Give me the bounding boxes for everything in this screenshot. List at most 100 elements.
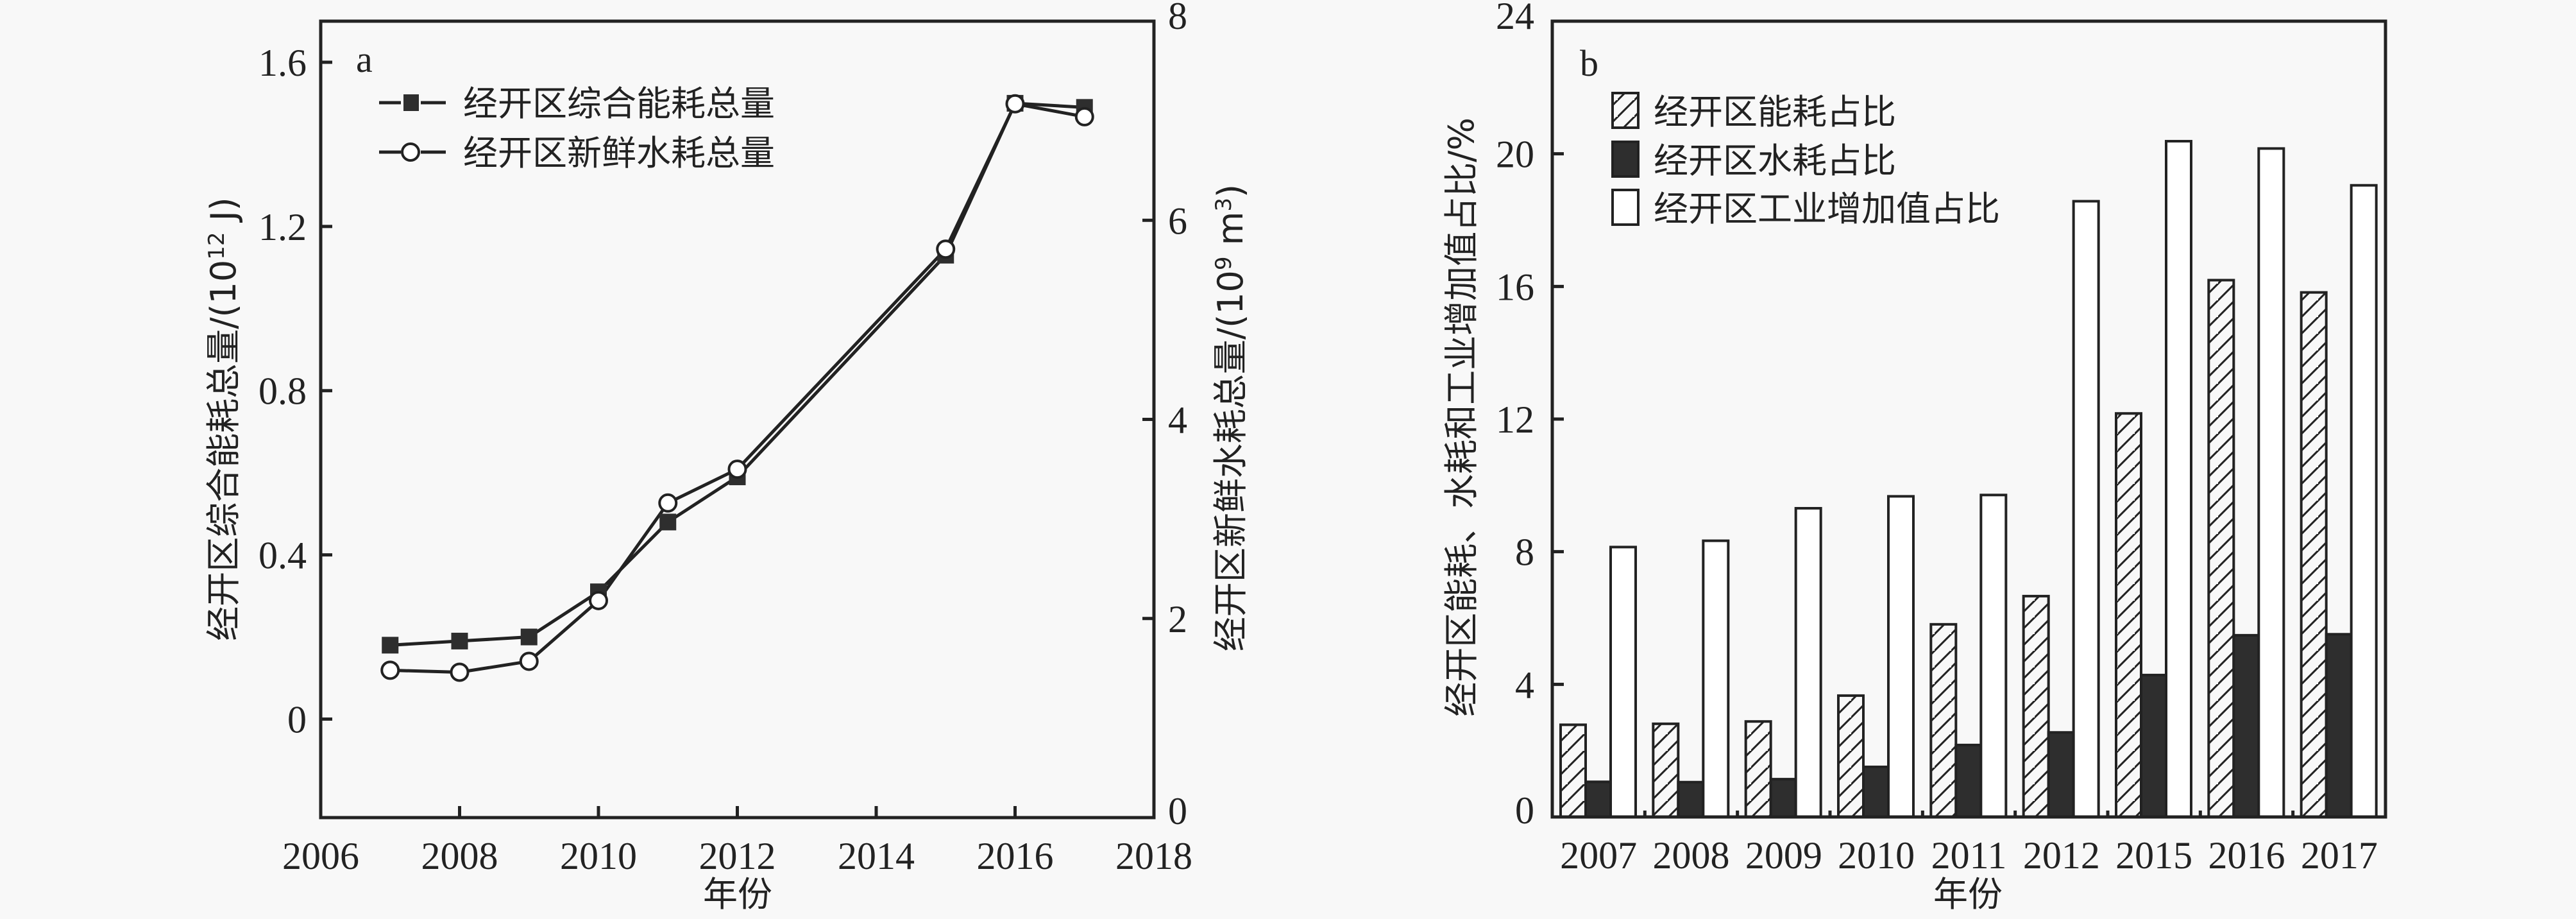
panel-a-left-axis-ticks: 0 0.4 0.8 1.2 1.6 (258, 42, 332, 741)
x-category-label: 2016 (2208, 834, 2285, 877)
legend-industry-share-label: 经开区工业增加值占比 (1654, 189, 2000, 229)
water-share-bar (2047, 731, 2075, 818)
left-y-tick-label: 1.2 (258, 206, 307, 248)
x-tick-label: 2012 (699, 835, 776, 877)
panel-a-legend: 经开区综合能耗总量 经开区新鲜水耗总量 (379, 83, 775, 173)
energy-line (390, 101, 1085, 647)
industry-share-bar (1609, 545, 1637, 819)
white-swatch-icon (1611, 189, 1640, 226)
x-tick-label: 2014 (838, 835, 915, 877)
y-tick-label: 12 (1496, 399, 1534, 441)
industry-share-bar (1794, 506, 1822, 818)
legend-water-share-label: 经开区水耗占比 (1654, 141, 1896, 181)
right-y-tick-label: 6 (1168, 200, 1187, 242)
open-circle-marker-icon (401, 142, 420, 162)
water-line (390, 101, 1085, 674)
filled-square-marker-icon (382, 637, 399, 654)
industry-share-bar (1979, 494, 2008, 818)
panel-a-x-axis-title: 年份 (703, 874, 772, 915)
panel-a-right-y-axis-title: 经开区新鲜水耗总量/(109 m3) (1210, 184, 1251, 651)
industry-share-bar (1887, 495, 1915, 819)
water-share-bar (2232, 633, 2260, 818)
left-y-tick-label: 0 (287, 698, 307, 741)
energy-share-bar (1837, 694, 1865, 819)
x-tick-label: 2008 (421, 835, 498, 877)
panel-b-y-axis-ticks: 0 4 8 12 16 20 24 (1496, 0, 1564, 832)
right-y-tick-label: 4 (1168, 399, 1187, 442)
filled-square-marker-icon (520, 628, 538, 646)
hatched-swatch-icon (1611, 92, 1640, 129)
panel-b-x-axis-title: 年份 (1933, 874, 2003, 915)
panel-b-x-axis-ticks: 2007 2008 2009 2010 2011 2012 2015 2016 2017 (1560, 811, 2378, 877)
energy-share-bar (1652, 722, 1680, 818)
legend-energy-label: 经开区综合能耗总量 (463, 83, 775, 124)
filled-square-marker-icon (451, 632, 468, 649)
x-category-label: 2009 (1745, 834, 1822, 877)
energy-share-bar (2300, 291, 2328, 818)
y-tick-label: 24 (1496, 0, 1534, 37)
panel-a-x-axis-ticks: 2006 2008 2010 2012 2014 2016 2018 (282, 806, 1192, 877)
x-tick-label: 2018 (1115, 835, 1192, 877)
water-share-bar (1769, 778, 1797, 818)
panel-a-series (380, 94, 1094, 682)
left-y-tick-label: 1.6 (258, 42, 307, 84)
y-tick-label: 0 (1515, 789, 1534, 832)
industry-share-bar (1702, 539, 1730, 818)
filled-square-marker-icon (403, 94, 419, 111)
energy-share-bar (2115, 412, 2142, 818)
x-category-label: 2011 (1931, 834, 2007, 877)
x-category-label: 2010 (1838, 834, 1915, 877)
right-y-tick-label: 0 (1168, 790, 1187, 832)
left-y-tick-label: 0.4 (258, 535, 307, 577)
panel-a-letter: a (356, 39, 373, 80)
y-tick-label: 20 (1496, 133, 1534, 176)
energy-share-bar (1929, 623, 1958, 818)
energy-share-bar (2022, 594, 2050, 819)
right-y-tick-label: 2 (1168, 598, 1187, 640)
water-share-bar (1954, 743, 1983, 818)
open-circle-marker-icon (450, 662, 470, 682)
energy-share-bar (2207, 279, 2235, 818)
panel-b-letter: b (1580, 42, 1598, 84)
x-category-label: 2015 (2115, 834, 2192, 877)
open-circle-marker-icon (936, 239, 956, 259)
industry-share-bar (2072, 200, 2100, 818)
industry-share-bar (2165, 140, 2192, 819)
water-share-bar (1584, 780, 1612, 818)
solid-swatch-icon (1611, 141, 1640, 178)
water-share-bar (1677, 780, 1705, 818)
panel-a-line-chart: 0 0.4 0.8 1.2 1.6 0 2 4 6 8 2006 2008 2010 2012 2014… (203, 0, 1251, 915)
right-y-tick-label: 8 (1168, 0, 1187, 37)
x-category-label: 2008 (1653, 834, 1730, 877)
x-category-label: 2007 (1560, 834, 1637, 877)
x-category-label: 2017 (2301, 834, 2378, 877)
y-tick-label: 16 (1496, 266, 1534, 308)
x-tick-label: 2006 (282, 835, 359, 877)
water-share-bar (2325, 633, 2353, 818)
x-tick-label: 2016 (977, 835, 1054, 877)
panel-b-bar-chart: 0 4 8 12 16 20 24 2007 2008 2009 2010 2011 2012 2015… (1441, 0, 2387, 915)
panel-a-left-y-axis-title: 经开区综合能耗总量/(1012 J) (203, 197, 244, 640)
filled-square-marker-icon (659, 513, 677, 531)
industry-share-bar (2350, 184, 2378, 818)
water-share-bar (1862, 765, 1890, 818)
open-circle-marker-icon (519, 651, 539, 671)
x-tick-label: 2010 (560, 835, 637, 877)
left-y-tick-label: 0.8 (258, 370, 307, 413)
open-circle-marker-icon (589, 590, 608, 610)
industry-share-bar (2257, 147, 2285, 818)
open-circle-marker-icon (727, 460, 747, 479)
open-circle-marker-icon (658, 493, 678, 513)
y-tick-label: 8 (1515, 531, 1534, 574)
panel-b-legend: 经开区能耗占比 经开区水耗占比 经开区工业增加值占比 (1611, 92, 2000, 229)
water-share-bar (2140, 673, 2167, 819)
legend-water-label: 经开区新鲜水耗总量 (463, 133, 775, 173)
panel-b-bars (1559, 140, 2378, 819)
legend-energy-share-label: 经开区能耗占比 (1654, 92, 1896, 132)
energy-share-bar (1744, 720, 1772, 818)
panel-a-right-axis-ticks: 0 2 4 6 8 (1142, 0, 1187, 832)
panel-b-y-axis-title: 经开区能耗、水耗和工业增加值占比/% (1441, 117, 1482, 717)
open-circle-marker-icon (1005, 94, 1025, 114)
x-category-label: 2012 (2023, 834, 2100, 877)
